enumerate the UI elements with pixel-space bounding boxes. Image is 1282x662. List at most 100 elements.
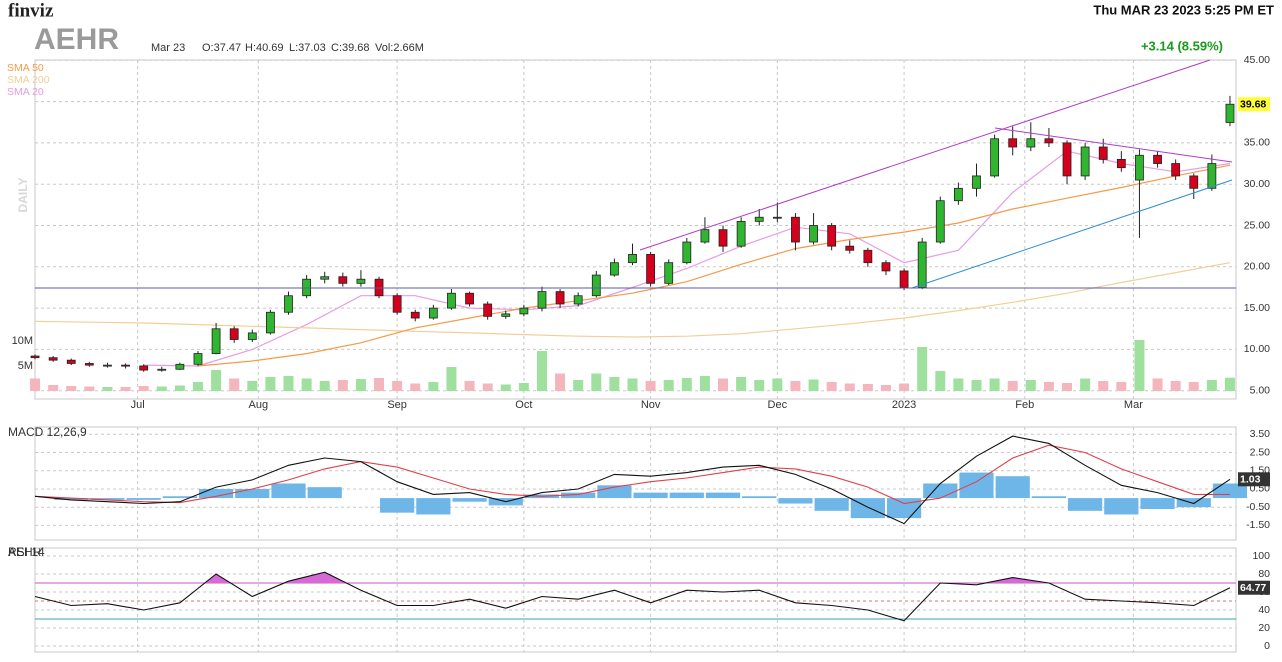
volume-bar — [844, 383, 855, 391]
volume-bar — [337, 380, 348, 391]
candle-body — [881, 262, 891, 272]
volume-bar — [880, 385, 891, 391]
histogram-bar — [54, 498, 89, 500]
volume-bar — [482, 383, 493, 391]
trendline — [639, 59, 1211, 251]
histogram-bar — [923, 483, 958, 499]
volume-bar — [935, 371, 946, 391]
volume-bar — [1152, 378, 1163, 391]
volume-bar — [1025, 380, 1036, 391]
volume-bar — [446, 367, 457, 391]
volume-bar — [500, 384, 511, 391]
volume-bar — [862, 384, 873, 391]
volume-bar — [464, 381, 475, 391]
trendline — [911, 179, 1233, 289]
y-tick-label: -0.50 — [1246, 501, 1270, 513]
volume-bar — [699, 376, 710, 391]
timestamp: Thu MAR 23 2023 5:25 PM ET — [1093, 2, 1274, 17]
volume-bar — [518, 383, 529, 391]
candle-body — [609, 262, 619, 276]
histogram-bar — [742, 496, 777, 499]
histogram-bar — [235, 488, 270, 499]
y-tick-label: 40 — [1258, 604, 1270, 616]
candle-body — [284, 295, 293, 313]
histogram-bar — [1068, 498, 1103, 511]
legend-entry: SMA 20 — [7, 86, 44, 98]
candle-body — [247, 332, 257, 340]
panel-frame — [34, 547, 1237, 653]
candle-body — [573, 295, 583, 305]
y-tick-label: 20 — [1258, 622, 1270, 634]
legend-entry: SMA 50 — [7, 62, 44, 74]
volume-bar — [971, 380, 982, 391]
period-label: DAILY — [16, 178, 30, 213]
histogram-bar — [307, 487, 342, 499]
x-tick-label: Jul — [131, 399, 145, 411]
quote-high: H:40.69 — [245, 42, 284, 54]
candle-body — [320, 276, 330, 280]
x-tick-label: Feb — [1015, 399, 1034, 411]
quote-low: L:37.03 — [289, 42, 326, 54]
quote-date: Mar 23 — [151, 42, 185, 54]
histogram-bar — [380, 498, 415, 513]
y-tick-label: 45.00 — [1244, 54, 1270, 66]
volume-bar — [754, 380, 765, 391]
candle-body — [628, 254, 637, 264]
y-tick-label: 20.00 — [1244, 261, 1270, 273]
trendline — [994, 127, 1233, 163]
candle-body — [845, 245, 855, 251]
candle-body — [103, 364, 112, 367]
volume-bar — [736, 377, 747, 391]
volume-bar — [627, 378, 638, 391]
histogram-bar — [633, 492, 668, 499]
sma-line — [197, 164, 1231, 367]
volume-bar — [555, 373, 566, 391]
last-value-box — [1238, 472, 1270, 487]
price-change: +3.14 (8.59%) — [1141, 38, 1223, 53]
volume-bar — [283, 376, 294, 391]
candle-body — [428, 307, 438, 319]
x-tick-label: Oct — [515, 399, 532, 411]
y-tick-label: 3.50 — [1250, 428, 1271, 440]
volume-bar — [790, 381, 801, 391]
volume-bar — [66, 386, 77, 391]
volume-bar — [30, 378, 41, 391]
volume-bar — [102, 387, 113, 391]
histogram-bar — [669, 492, 704, 499]
histogram-bar — [959, 472, 994, 499]
y-tick-label: 10.00 — [1244, 343, 1270, 355]
volume-bar — [681, 378, 692, 391]
histogram-bar — [90, 498, 125, 500]
histogram-bar — [1031, 496, 1067, 499]
candle-body — [664, 262, 674, 284]
volume-bar — [138, 386, 149, 391]
y-tick-label: 5.00 — [1250, 385, 1271, 397]
panel-title: AEHR — [8, 545, 42, 559]
volume-bar — [374, 378, 385, 391]
histogram-bar — [452, 498, 487, 502]
histogram-bar — [1140, 498, 1175, 510]
candle-body — [1098, 146, 1108, 160]
volume-bar — [1043, 382, 1054, 391]
candle-body — [827, 225, 837, 247]
candle-body — [591, 274, 601, 297]
volume-bar — [1134, 340, 1145, 391]
candle-body — [718, 229, 728, 247]
x-tick-label: Mar — [1124, 399, 1143, 411]
histogram-bar — [1176, 498, 1211, 508]
y-tick-label: 15.00 — [1244, 302, 1270, 314]
candle-body — [139, 365, 149, 371]
quote-volume: Vol:2.66M — [375, 42, 424, 54]
volume-bar — [1116, 382, 1127, 391]
histogram-bar — [271, 483, 306, 499]
macd-line — [34, 435, 1231, 525]
volume-bar — [917, 347, 928, 391]
candle-body — [646, 254, 656, 284]
volume-bar — [48, 385, 59, 391]
brand-logo[interactable]: finviz — [8, 0, 54, 21]
candle-body — [1225, 103, 1235, 123]
volume-bar — [247, 381, 258, 391]
y-tick-label: 25.00 — [1244, 219, 1270, 231]
